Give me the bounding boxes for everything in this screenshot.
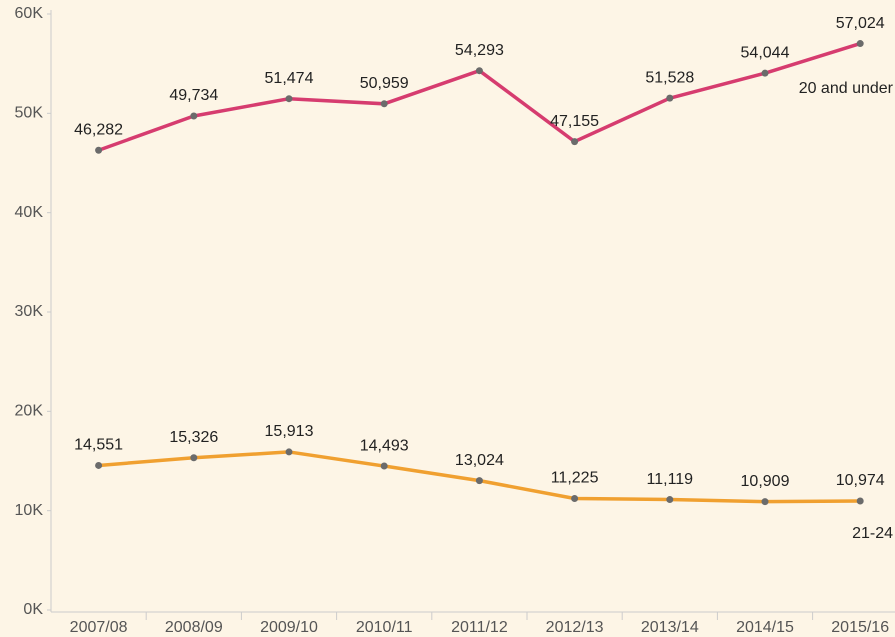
x-tick-label: 2015/16 — [831, 619, 889, 636]
data-label: 14,493 — [360, 437, 409, 454]
data-point — [95, 461, 103, 469]
data-label: 46,282 — [74, 121, 123, 138]
data-point — [190, 112, 198, 120]
y-tick-label: 10K — [15, 502, 44, 519]
data-point — [666, 496, 674, 504]
x-tick-label: 2009/10 — [260, 619, 318, 636]
data-label: 54,044 — [741, 44, 790, 61]
data-label: 13,024 — [455, 452, 504, 469]
data-label: 49,734 — [169, 87, 218, 104]
x-tick-label: 2014/15 — [736, 619, 794, 636]
data-point — [571, 138, 579, 146]
data-point — [571, 494, 579, 502]
data-point — [761, 69, 769, 77]
data-point — [856, 497, 864, 505]
data-point — [285, 95, 293, 103]
data-label: 11,225 — [551, 470, 599, 487]
data-label: 47,155 — [550, 113, 599, 130]
data-point — [856, 40, 864, 48]
x-tick-label: 2010/11 — [356, 619, 413, 636]
data-label: 50,959 — [360, 75, 409, 92]
series-label: 21-24 — [852, 525, 893, 542]
data-point — [475, 477, 483, 485]
data-label: 15,913 — [265, 423, 314, 440]
data-point — [475, 67, 483, 75]
data-label: 51,528 — [645, 69, 694, 86]
x-tick-label: 2008/09 — [165, 619, 223, 636]
y-tick-label: 20K — [15, 403, 44, 420]
data-point — [666, 94, 674, 102]
data-point — [190, 454, 198, 462]
data-label: 15,326 — [169, 429, 218, 446]
data-point — [285, 448, 293, 456]
data-label: 57,024 — [836, 15, 885, 32]
data-point — [95, 146, 103, 154]
series-label: 20 and under — [799, 80, 894, 97]
y-tick-label: 30K — [15, 303, 44, 320]
x-tick-label: 2007/08 — [70, 619, 128, 636]
x-tick-label: 2013/14 — [641, 619, 699, 636]
y-tick-label: 60K — [15, 5, 44, 22]
y-tick-label: 40K — [15, 204, 44, 221]
data-label: 51,474 — [265, 70, 314, 87]
data-point — [380, 462, 388, 470]
data-label: 11,119 — [647, 471, 694, 488]
data-point — [761, 498, 769, 506]
y-tick-label: 0K — [23, 601, 43, 618]
x-tick-label: 2011/12 — [451, 619, 508, 636]
data-point — [380, 100, 388, 108]
data-label: 10,974 — [836, 472, 885, 489]
data-label: 10,909 — [741, 473, 790, 490]
x-tick-label: 2012/13 — [546, 619, 604, 636]
y-tick-label: 50K — [15, 105, 44, 122]
data-label: 14,551 — [74, 437, 123, 454]
data-label: 54,293 — [455, 42, 504, 59]
